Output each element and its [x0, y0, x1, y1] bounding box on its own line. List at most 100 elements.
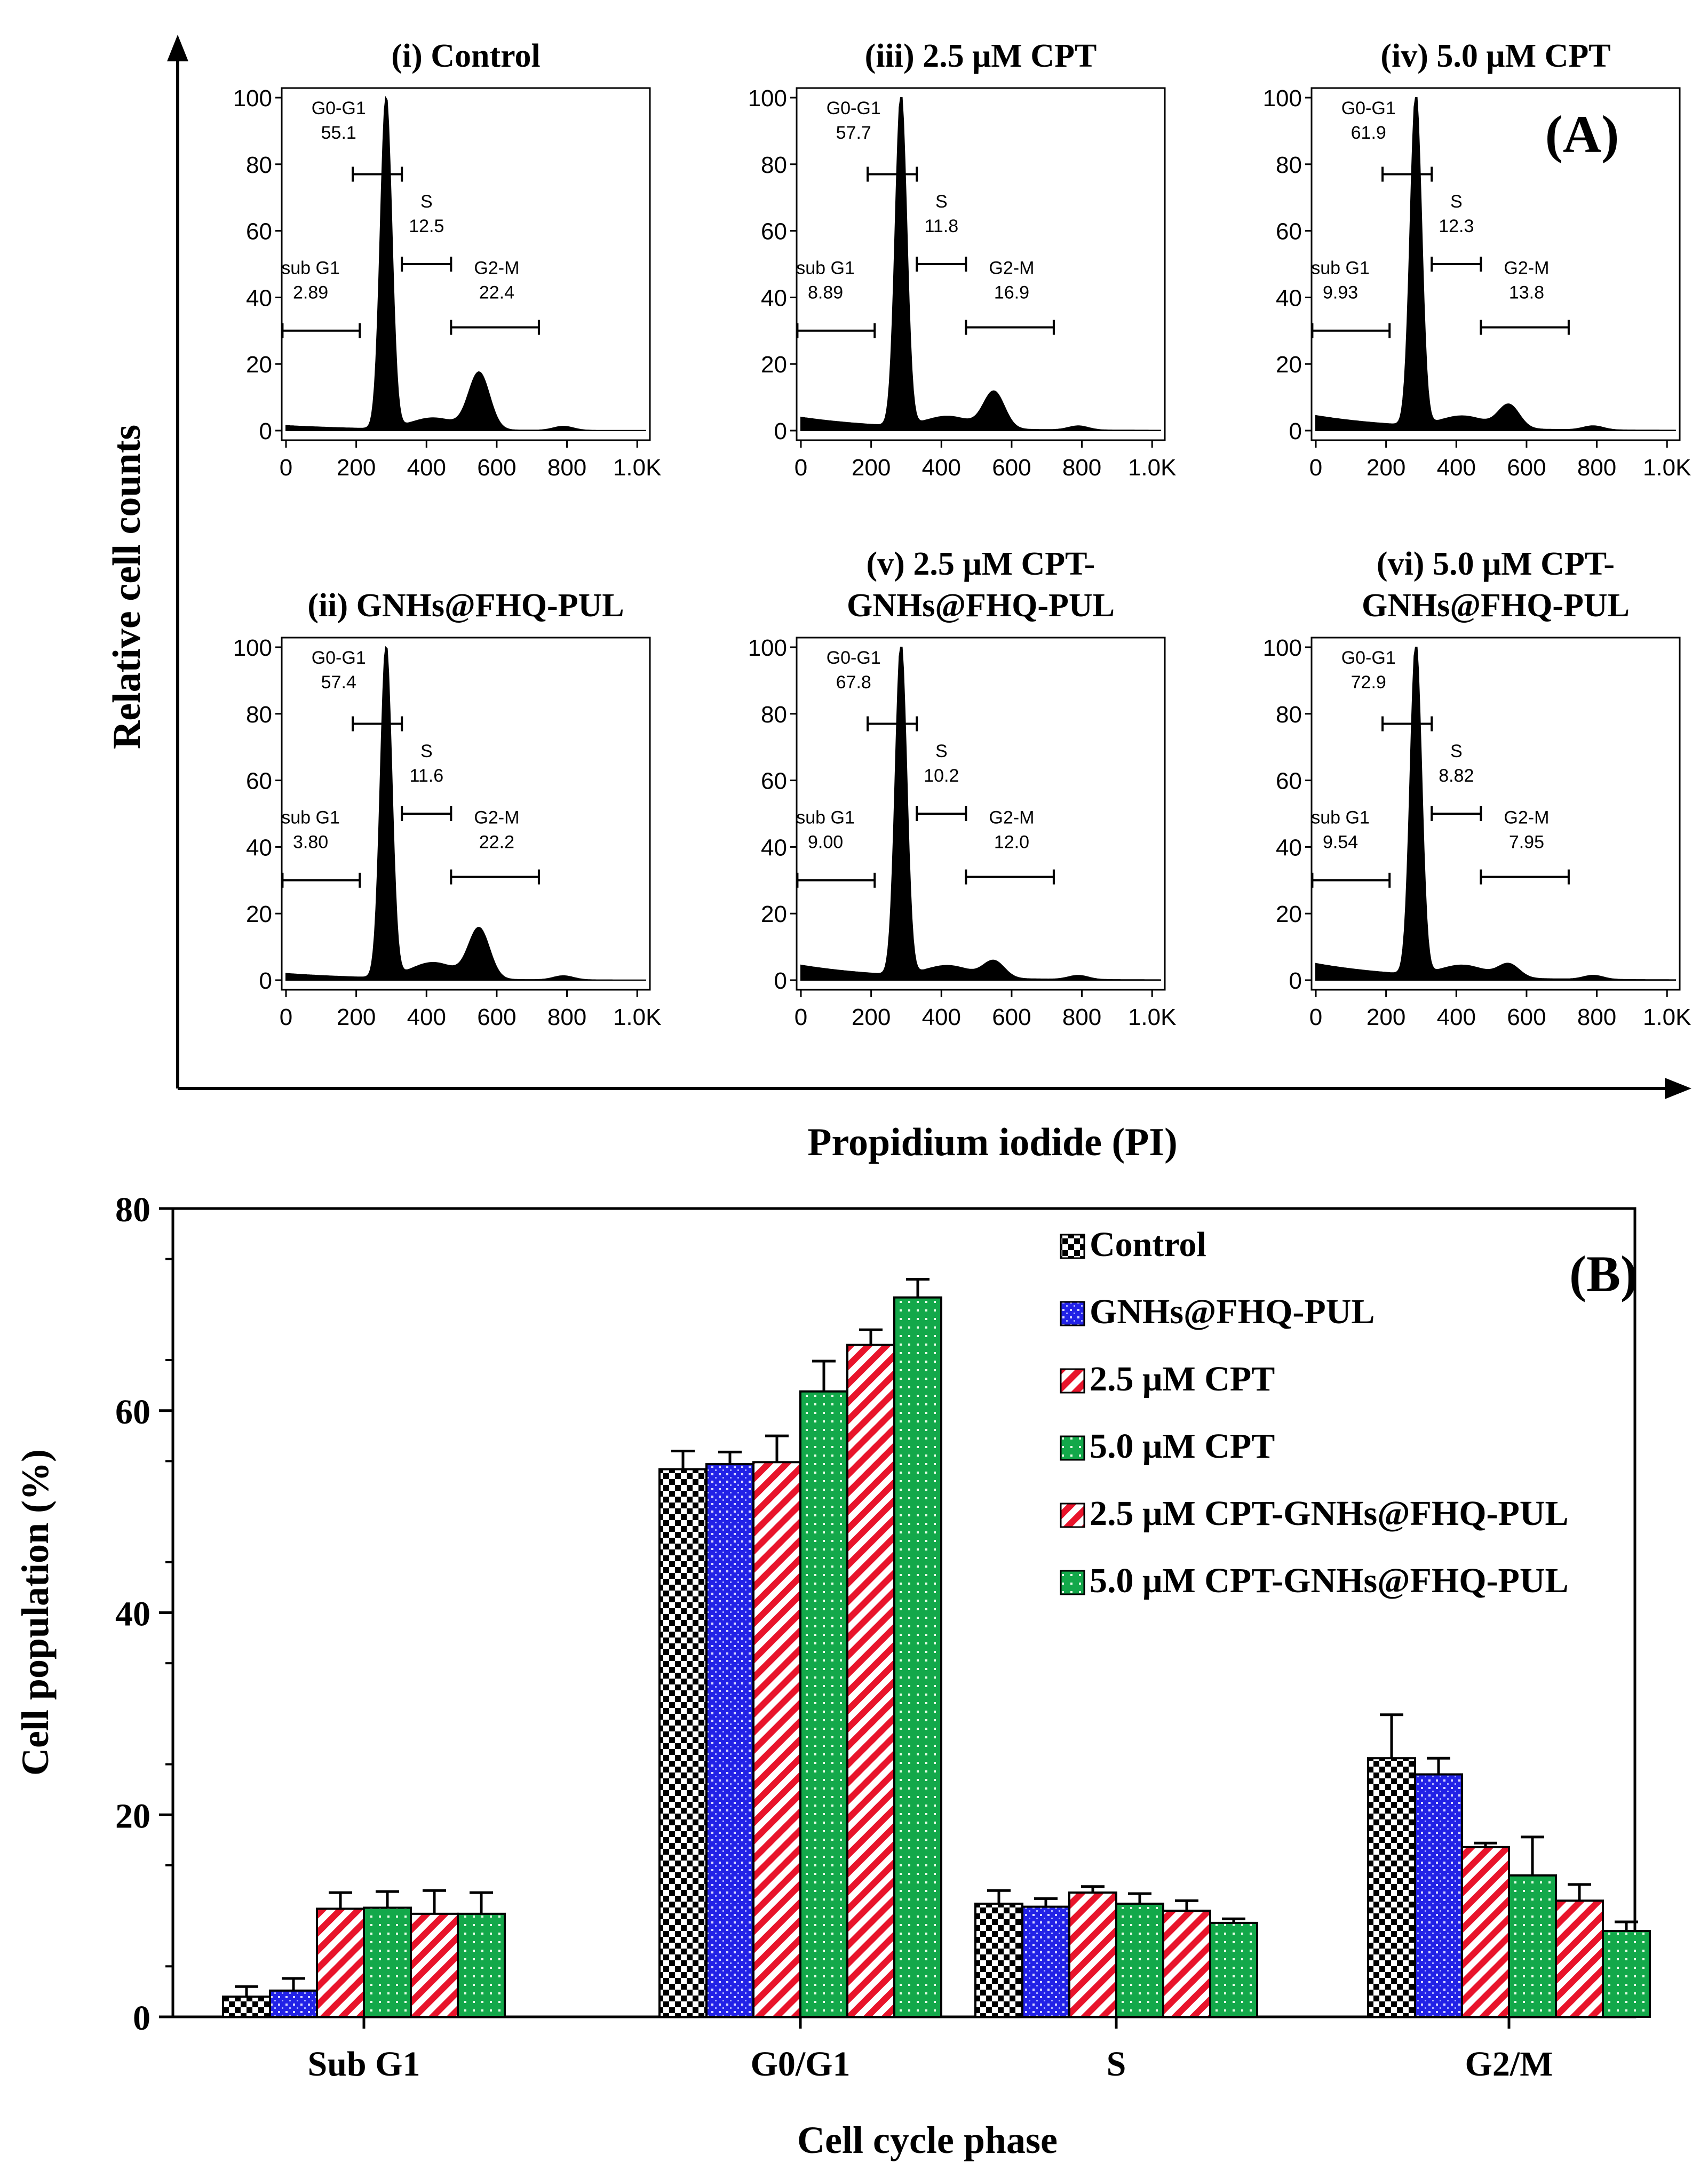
gate-g0-g1: G0-G1 57.4 — [312, 648, 403, 732]
histogram-x-tick-label: 800 — [547, 455, 586, 481]
gate-value: 9.54 — [1323, 832, 1358, 853]
gate-value: 12.3 — [1439, 216, 1474, 236]
legend-label: 2.5 μM CPT — [1090, 1360, 1275, 1398]
bar — [1508, 1874, 1557, 2018]
histogram-x-tick-label: 200 — [337, 1004, 376, 1030]
gate-name: G0-G1 — [827, 648, 881, 668]
histogram-x-tick-label: 400 — [407, 1004, 446, 1030]
histogram-x-tick-label: 600 — [1507, 1004, 1546, 1030]
gate-g0-g1: G0-G1 57.7 — [827, 98, 918, 182]
gate-value: 11.6 — [409, 766, 443, 786]
gate-g2-m: G2-M 13.8 — [1480, 258, 1570, 335]
histogram-y-tick-label: 20 — [246, 352, 272, 378]
histogram-y-tick-label: 20 — [1276, 901, 1302, 927]
gate-g0-g1: G0-G1 61.9 — [1341, 98, 1433, 182]
gate-name: G0-G1 — [827, 98, 881, 118]
bar-x-tick-label: G0/G1 — [750, 2045, 850, 2084]
histogram-x-tick-label: 400 — [922, 455, 961, 481]
gate-value: 9.93 — [1323, 283, 1358, 303]
histogram-4: (ii) GNHs@FHQ-PUL 0 20 40 60 80 100 0 200 400 600 8… — [233, 587, 662, 1030]
gate-s: S 8.82 — [1431, 741, 1482, 821]
bar — [1367, 1757, 1416, 2018]
histogram-x-tick-label: 200 — [1367, 455, 1405, 481]
bar — [846, 1344, 895, 2018]
legend-label: 5.0 μM CPT-GNHs@FHQ-PUL — [1090, 1561, 1569, 1600]
gate-g0-g1: G0-G1 72.9 — [1341, 648, 1433, 732]
histogram-x-tick-label: 800 — [1577, 455, 1616, 481]
gate-name: G0-G1 — [1341, 648, 1396, 668]
gate-sub-g1: sub G1 9.93 — [1311, 258, 1391, 338]
histogram-y-tick-label: 60 — [1276, 219, 1302, 245]
histogram-y-tick-label: 60 — [761, 768, 787, 794]
histogram-y-tick-label: 40 — [246, 834, 272, 861]
bar — [974, 1902, 1023, 2018]
gate-value: 8.89 — [808, 283, 843, 303]
histogram-y-tick-label: 0 — [774, 968, 787, 994]
gate-sub-g1: sub G1 2.89 — [281, 258, 361, 338]
histogram-title: GNHs@FHQ-PUL — [847, 587, 1115, 624]
legend-swatch — [1060, 1301, 1085, 1326]
bar — [1414, 1773, 1463, 2018]
histogram-y-tick-label: 40 — [761, 834, 787, 861]
histogram-frame — [281, 87, 651, 441]
histogram-x-tick-label: 1.0K — [1643, 1004, 1691, 1030]
gate-value: 10.2 — [924, 766, 959, 786]
gate-value: 3.80 — [293, 832, 328, 853]
bar-chart-x-title: Cell cycle phase — [797, 2119, 1058, 2161]
histogram-title: (v) 2.5 μM CPT- — [867, 546, 1095, 582]
histogram-title: GNHs@FHQ-PUL — [1362, 587, 1630, 624]
legend-swatch — [1060, 1570, 1085, 1595]
histogram-frame — [1310, 637, 1681, 991]
histogram-y-tick-label: 80 — [761, 152, 787, 178]
panel-a-x-title: Propidium iodide (PI) — [807, 1120, 1178, 1164]
panel-a-y-title: Relative cell counts — [105, 425, 149, 749]
gate-sub-g1: sub G1 3.80 — [281, 808, 361, 888]
histogram-distribution — [1315, 97, 1676, 431]
bar — [752, 1461, 801, 2018]
gate-g2-m: G2-M 22.2 — [450, 808, 540, 885]
histogram-x-tick-label: 400 — [1437, 1004, 1476, 1030]
gate-g2-m: G2-M 22.4 — [450, 258, 540, 335]
histogram-y-tick-label: 0 — [259, 968, 272, 994]
histogram-y-tick-label: 60 — [246, 219, 272, 245]
gate-name: G2-M — [989, 258, 1034, 279]
legend-swatch — [1060, 1503, 1085, 1528]
histogram-y-tick-label: 40 — [1276, 834, 1302, 861]
histogram-y-tick-label: 100 — [748, 85, 787, 112]
gate-name: S — [420, 741, 433, 761]
gate-name: sub G1 — [1311, 808, 1370, 828]
gate-value: 16.9 — [994, 283, 1029, 303]
gate-g2-m: G2-M 12.0 — [965, 808, 1055, 885]
gate-value: 2.89 — [293, 283, 328, 303]
histogram-x-tick-label: 800 — [1577, 1004, 1616, 1030]
gate-value: 8.82 — [1439, 766, 1474, 786]
histogram-y-tick-label: 60 — [1276, 768, 1302, 794]
bar — [1068, 1891, 1117, 2018]
histogram-3: (iv) 5.0 μM CPT 0 20 40 60 80 100 0 200 400 600 800… — [1263, 38, 1691, 481]
histogram-y-tick-label: 40 — [761, 285, 787, 311]
bar-y-tick-label: 20 — [115, 1797, 150, 1835]
gate-name: G2-M — [1504, 808, 1549, 828]
gate-name: sub G1 — [281, 808, 340, 828]
histogram-x-tick-label: 0 — [795, 455, 807, 481]
gate-value: 67.8 — [836, 672, 871, 693]
gate-name: G0-G1 — [312, 648, 366, 668]
panel-a: Relative cell counts Propidium iodide (P… — [105, 35, 1691, 1164]
gate-name: S — [935, 192, 948, 212]
histogram-y-tick-label: 80 — [1276, 152, 1302, 178]
histogram-title: (iv) 5.0 μM CPT — [1380, 38, 1610, 74]
gate-s: S 12.3 — [1431, 192, 1482, 272]
gate-name: G2-M — [474, 258, 519, 279]
histogram-y-tick-label: 80 — [246, 152, 272, 178]
histogram-frame — [796, 637, 1166, 991]
histogram-title: (i) Control — [391, 38, 541, 74]
bar-x-tick-label: Sub G1 — [308, 2045, 420, 2084]
gate-value: 22.4 — [479, 283, 514, 303]
histogram-y-tick-label: 0 — [259, 418, 272, 444]
histogram-x-tick-label: 800 — [1062, 1004, 1101, 1030]
gate-name: S — [420, 192, 433, 212]
gate-name: G2-M — [989, 808, 1034, 828]
legend-swatch — [1060, 1435, 1085, 1461]
histogram-x-tick-label: 400 — [922, 1004, 961, 1030]
bar-y-tick-label: 40 — [115, 1595, 150, 1634]
